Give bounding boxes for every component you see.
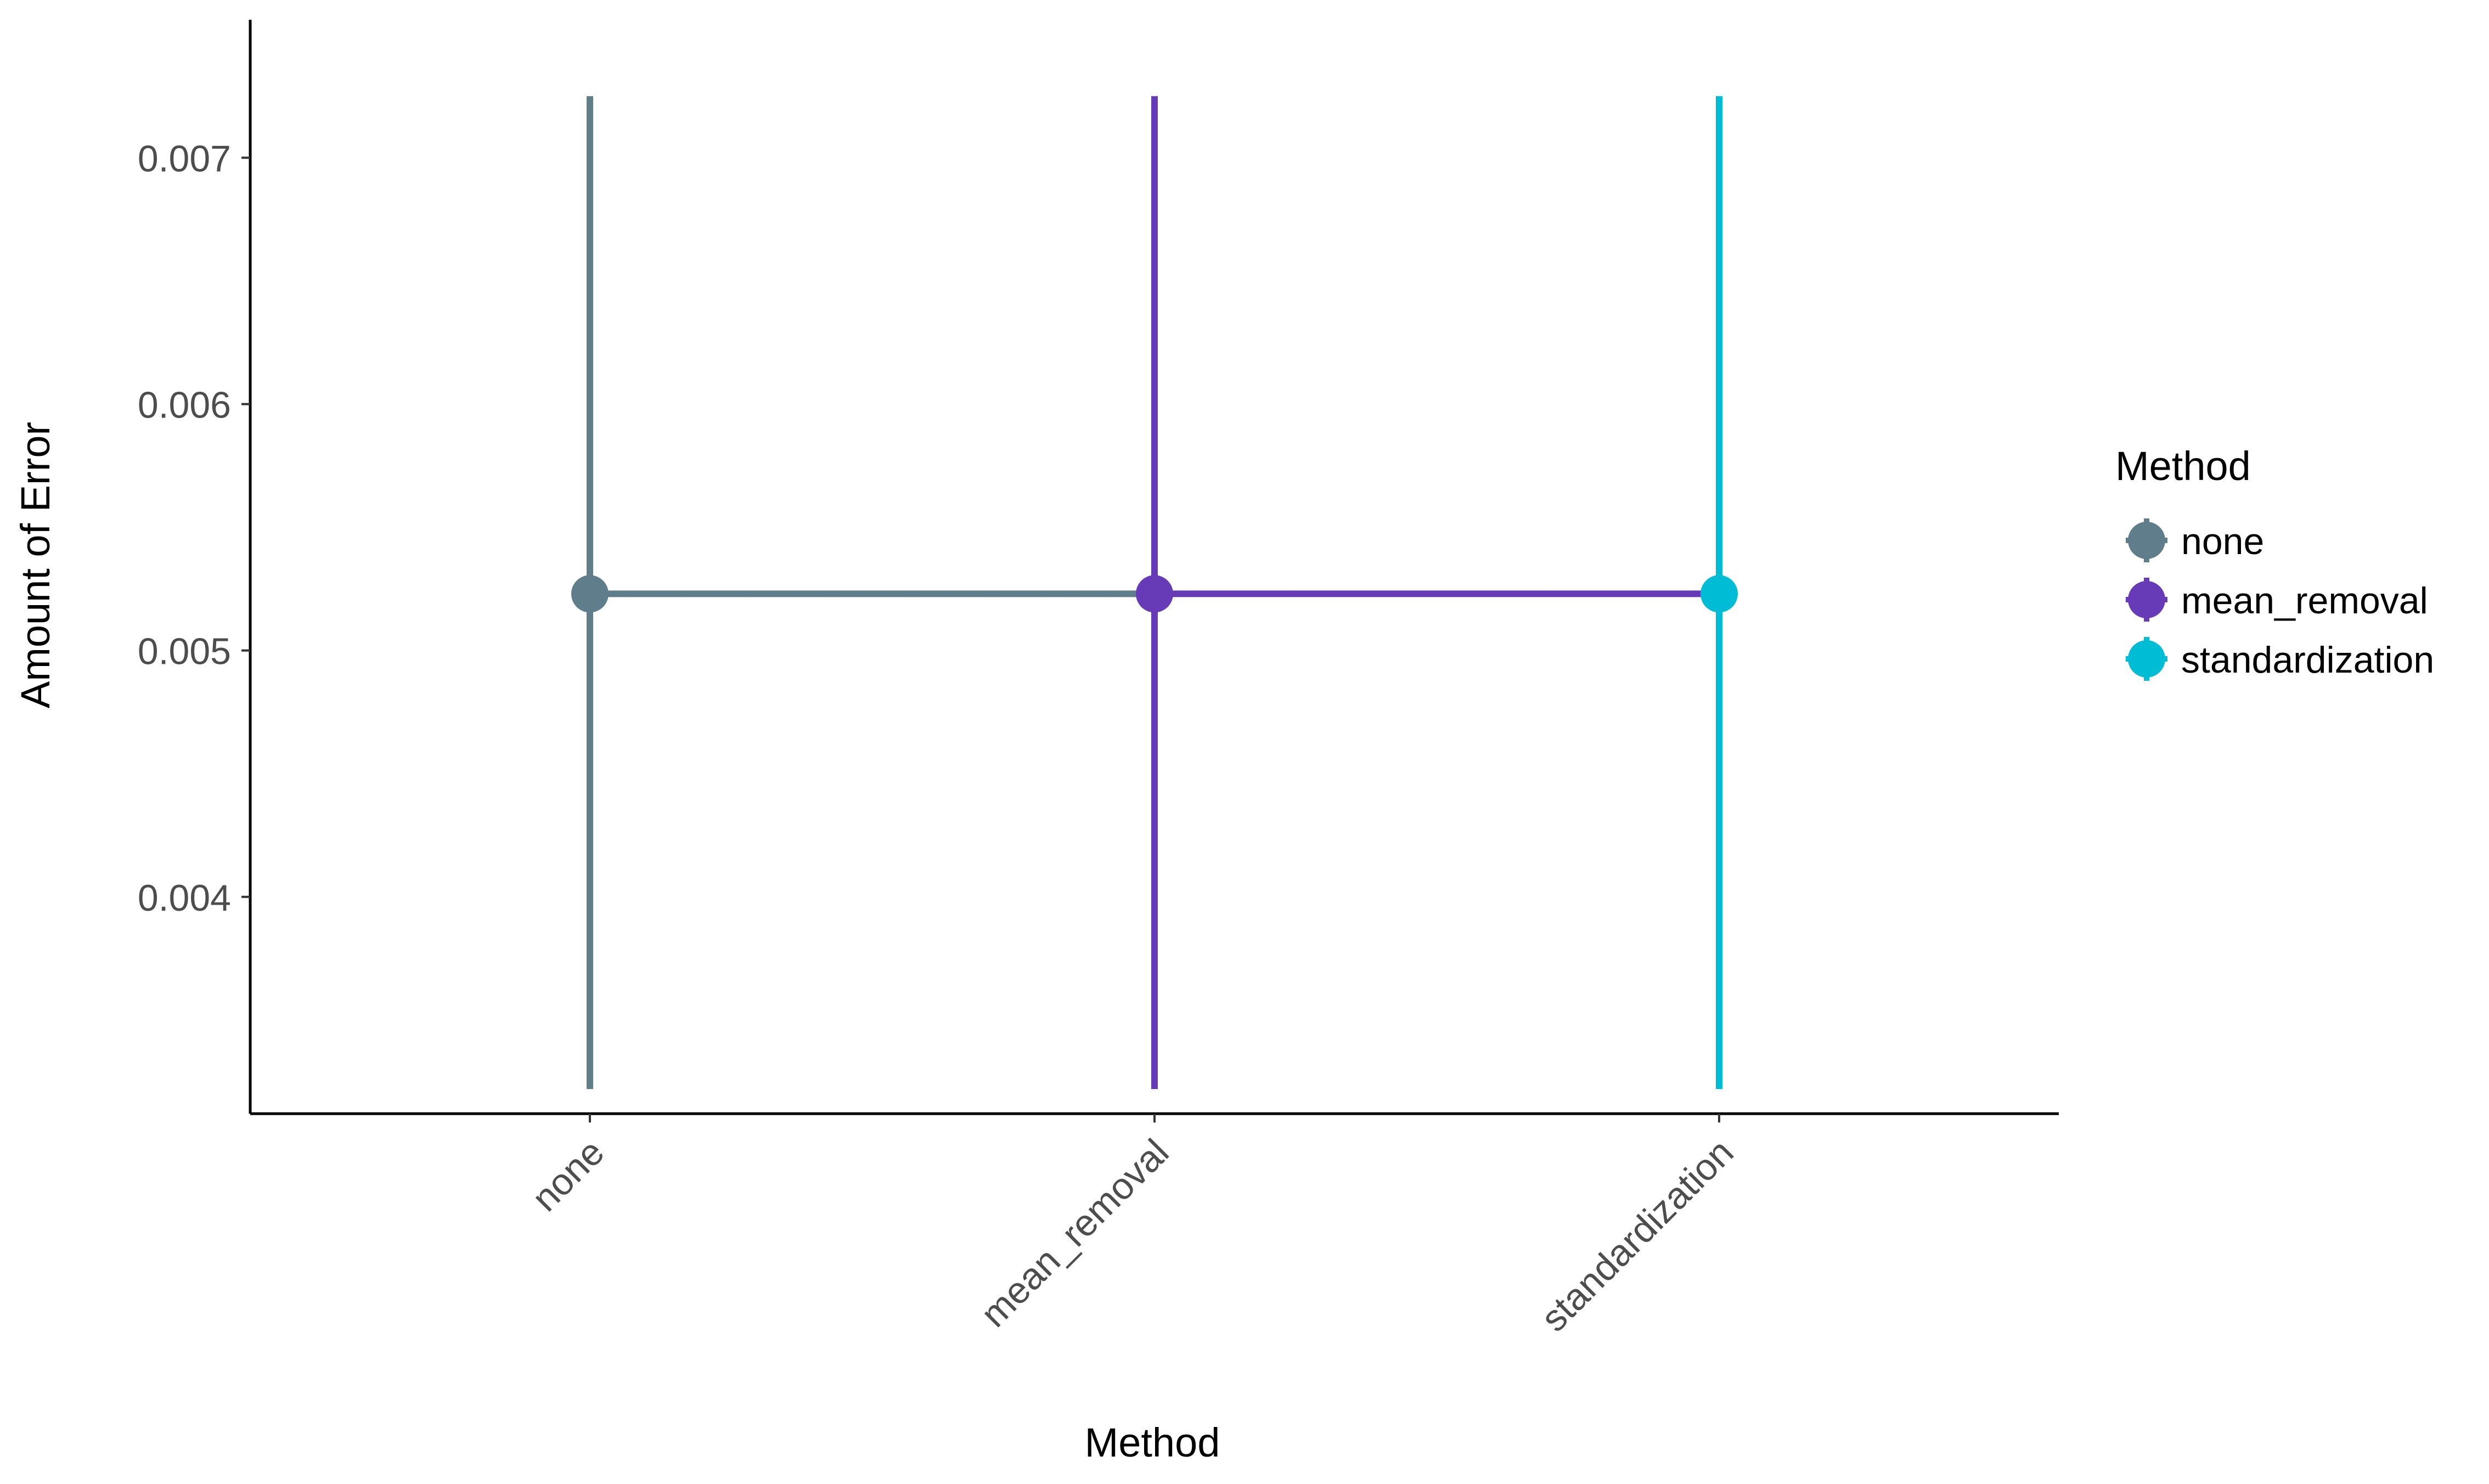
legend-label: none	[2181, 521, 2264, 562]
legend-key-point	[2128, 581, 2165, 618]
y-tick-label: 0.006	[138, 385, 231, 426]
legend-label: mean_removal	[2181, 580, 2428, 622]
legend: Method none mean_removal standardization	[2115, 443, 2434, 681]
x-tick-label: standardization	[1533, 1131, 1742, 1340]
y-tick-label: 0.005	[138, 631, 231, 673]
legend-title: Method	[2115, 443, 2251, 489]
data-point	[571, 575, 609, 613]
legend-label: standardization	[2181, 639, 2434, 681]
legend-key-point	[2128, 640, 2165, 678]
x-tick-label: none	[524, 1131, 612, 1220]
axes-layer: 0.004 0.005 0.006 0.007	[138, 20, 2059, 1122]
y-tick-label: 0.004	[138, 877, 231, 919]
legend-key-point	[2128, 522, 2165, 559]
x-tick-label: mean_removal	[973, 1131, 1177, 1335]
data-point	[1700, 575, 1738, 613]
y-axis-title: Amount of Error	[13, 422, 58, 708]
marks-layer	[571, 96, 1738, 1090]
x-axis-title: Method	[1085, 1420, 1220, 1465]
y-tick-label: 0.007	[138, 138, 231, 179]
labels-layer: Method Amount of Error none mean_removal s…	[13, 422, 1742, 1465]
data-point	[1136, 575, 1173, 613]
